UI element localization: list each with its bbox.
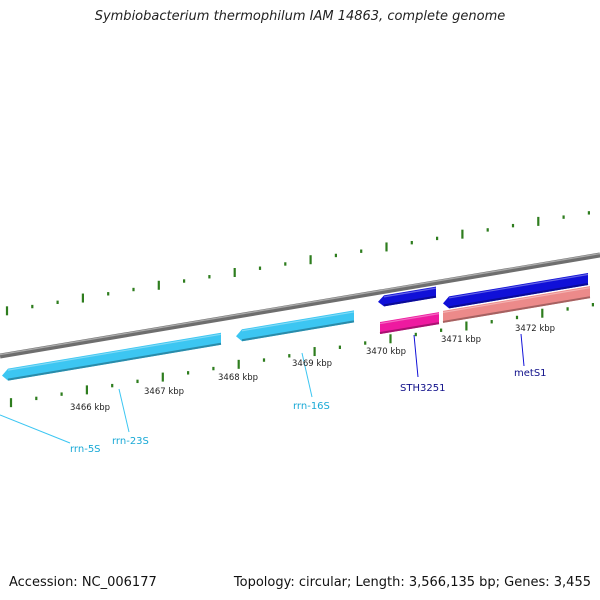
leader-line-rrn-16S — [301, 352, 313, 398]
metS1-feature-highlight — [448, 273, 589, 299]
scale-label: 3469 kbp — [292, 359, 332, 369]
scale-label: 3470 kbp — [366, 347, 406, 357]
STH3251-rev-feature-highlight — [379, 313, 440, 325]
metS1-rev-feature-highlight — [442, 287, 591, 314]
inner-tick-track — [9, 302, 595, 408]
rrn-23S-feature — [2, 332, 222, 381]
metS1-rev-feature-body — [443, 286, 590, 323]
feature-label-metS1: metS1 — [514, 368, 547, 379]
genome-backbone — [0, 252, 600, 359]
rrn-23S-feature-highlight — [7, 333, 222, 371]
feature-label-rrn-23S: rrn-23S — [112, 436, 149, 447]
scale-label: 3467 kbp — [144, 387, 184, 397]
feature-label-STH3251: STH3251 — [400, 383, 445, 394]
scale-label: 3468 kbp — [218, 373, 258, 383]
features-layer — [2, 273, 591, 381]
leader-line-rrn-5S — [0, 414, 71, 444]
STH3251-feature-shadow — [383, 295, 437, 307]
rrn-16S-feature-highlight — [241, 311, 355, 332]
rrn-23S-feature-body — [2, 332, 221, 381]
leader-line-rrn-23S — [118, 388, 130, 433]
STH3251-rev-feature — [379, 312, 440, 335]
metS1-rev-feature — [442, 286, 591, 323]
STH3251-rev-feature-shadow — [379, 322, 440, 335]
scale-label: 3472 kbp — [515, 324, 555, 334]
rrn-16S-feature-shadow — [241, 320, 355, 342]
genome-backbone-highlight — [0, 252, 600, 356]
page-title: Symbiobacterium thermophilum IAM 14863, … — [94, 9, 506, 24]
STH3251-rev-feature-body — [380, 312, 439, 335]
rrn-16S-feature — [236, 310, 355, 342]
scale-label: 3466 kbp — [70, 403, 110, 413]
metS1-feature — [443, 273, 589, 309]
label-leader-lines — [0, 333, 525, 444]
STH3251-feature — [378, 286, 437, 307]
metS1-feature-shadow — [448, 283, 589, 309]
feature-label-rrn-5S: rrn-5S — [70, 444, 101, 455]
rrn-23S-feature-shadow — [7, 342, 222, 381]
accession-text: Accession: NC_006177 — [9, 575, 157, 590]
feature-labels: rrn-5S rrn-23S rrn-16S STH3251 metS1 — [70, 368, 547, 455]
topology-text: Topology: circular; Length: 3,566,135 bp… — [233, 575, 591, 590]
rrn-16S-feature-body — [236, 310, 354, 342]
scale-label: 3471 kbp — [441, 335, 481, 345]
scale-labels: 3466 kbp 3467 kbp 3468 kbp 3469 kbp 3470 kbp… — [70, 324, 555, 413]
outer-tick-track — [5, 211, 591, 316]
leader-line-STH3251 — [413, 334, 419, 378]
STH3251-feature-body — [378, 286, 436, 307]
metS1-rev-feature-shadow — [442, 296, 591, 323]
leader-line-metS1 — [520, 333, 525, 367]
feature-label-rrn-16S: rrn-16S — [293, 401, 330, 412]
metS1-feature-body — [443, 273, 588, 309]
STH3251-feature-highlight — [383, 287, 437, 298]
